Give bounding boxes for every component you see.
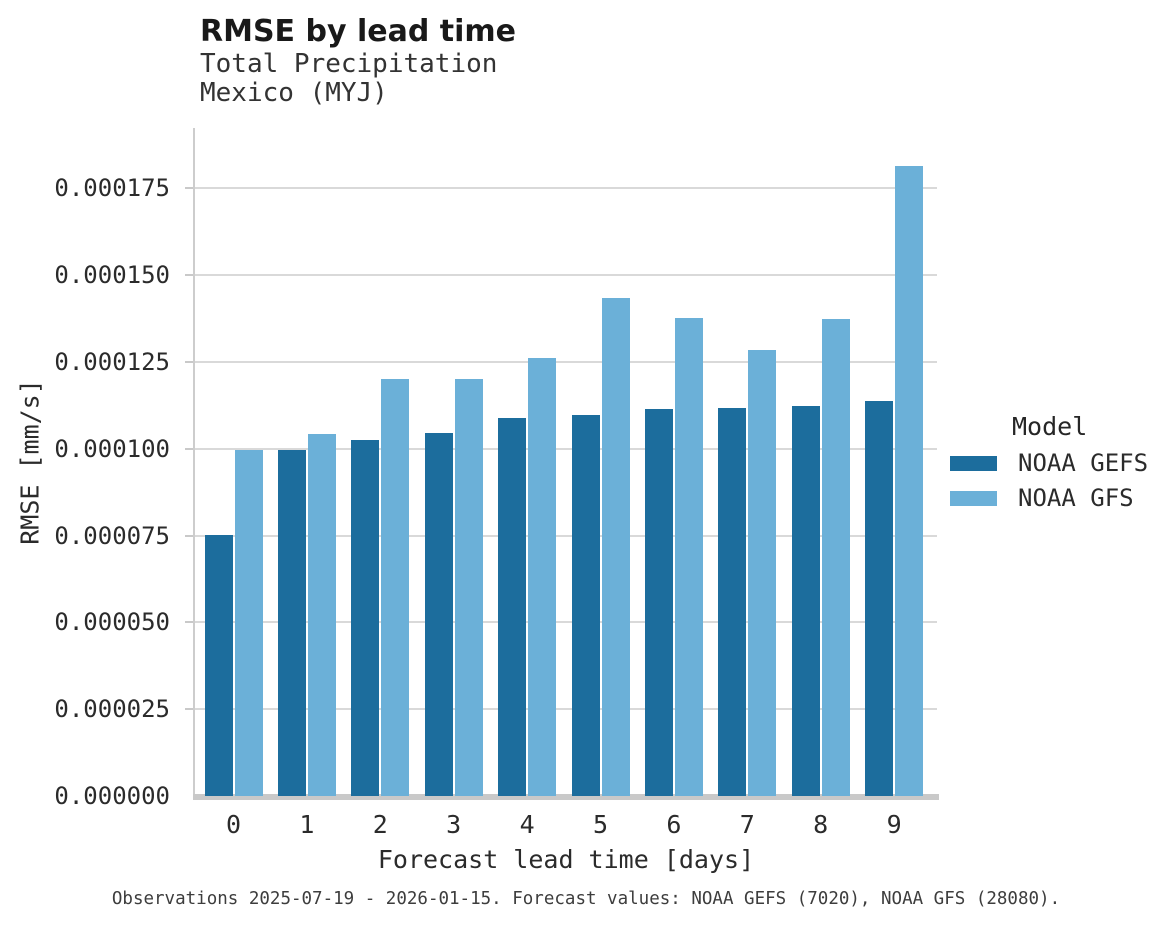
y-tick-label: 0.000175 [54, 174, 170, 203]
y-tick-mark [185, 621, 193, 624]
bar-group-lead-3 [424, 379, 483, 796]
bar-noaa-gfs-lead-9 [895, 165, 924, 796]
subtitle-line-2: Mexico (MYJ) [200, 78, 388, 108]
y-tick-mark [185, 534, 193, 537]
y-tick-label: 0.000025 [54, 695, 170, 724]
gridline [195, 187, 937, 190]
bar-noaa-gfs-lead-1 [307, 433, 336, 796]
gridline [195, 274, 937, 277]
bar-noaa-gefs-lead-9 [865, 400, 894, 796]
y-tick-label: 0.000100 [54, 434, 170, 463]
x-tick-label: 1 [299, 810, 315, 839]
gridline [195, 621, 937, 624]
bar-noaa-gefs-lead-5 [571, 414, 600, 796]
gridline [195, 534, 937, 537]
bar-noaa-gefs-lead-0 [204, 534, 233, 796]
x-axis-label: Forecast lead time [days] [377, 845, 755, 874]
y-tick-label: 0.000000 [54, 782, 170, 810]
x-tick-label: 9 [886, 810, 902, 839]
bar-noaa-gefs-lead-6 [644, 409, 673, 796]
legend-label: NOAA GFS [1018, 484, 1134, 512]
caption: Observations 2025-07-19 - 2026-01-15. Fo… [111, 889, 1061, 909]
x-tick-label: 4 [519, 810, 535, 839]
bar-noaa-gefs-lead-2 [351, 439, 380, 796]
y-tick-mark [185, 708, 193, 711]
y-tick-label: 0.000125 [54, 348, 170, 376]
legend: Model NOAA GEFS NOAA GFS [950, 412, 1172, 512]
bar-group-lead-5 [571, 298, 630, 796]
legend-item-noaa-gefs: NOAA GEFS [950, 449, 1172, 477]
bar-noaa-gefs-lead-4 [498, 417, 527, 796]
bar-group-lead-6 [644, 317, 703, 796]
x-tick-label: 3 [446, 810, 462, 839]
legend-swatch [950, 490, 997, 506]
bar-noaa-gfs-lead-5 [601, 298, 630, 796]
bar-group-lead-2 [351, 379, 410, 796]
legend-items: NOAA GEFS NOAA GFS [950, 449, 1172, 512]
bar-group-lead-0 [204, 449, 263, 796]
bar-noaa-gefs-lead-3 [424, 433, 453, 796]
y-tick-label: 0.000150 [54, 261, 170, 290]
x-tick-label: 7 [739, 810, 755, 839]
y-tick-mark [185, 187, 193, 190]
gridline [195, 361, 937, 363]
y-tick-mark [185, 361, 193, 363]
y-tick-label: 0.000075 [54, 521, 170, 550]
bar-group-lead-1 [277, 433, 336, 796]
bar-noaa-gefs-lead-7 [718, 407, 747, 796]
x-tick-label: 6 [666, 810, 682, 839]
gridline [195, 447, 937, 450]
bar-noaa-gfs-lead-7 [748, 350, 777, 796]
legend-item-noaa-gfs: NOAA GFS [950, 484, 1172, 512]
plot-area [195, 128, 937, 796]
bar-noaa-gefs-lead-1 [277, 449, 306, 796]
bar-group-lead-7 [718, 350, 777, 796]
bar-group-lead-4 [498, 357, 557, 796]
bar-noaa-gfs-lead-8 [821, 319, 850, 796]
chart-subtitle: Total Precipitation Mexico (MYJ) [200, 50, 497, 108]
bar-group-lead-8 [791, 319, 850, 796]
bar-group-lead-9 [865, 165, 924, 796]
bar-noaa-gfs-lead-3 [454, 379, 483, 796]
y-tick-mark [185, 274, 193, 277]
bar-noaa-gefs-lead-8 [791, 406, 820, 796]
x-tick-label: 2 [372, 810, 388, 839]
y-axis-spine [193, 128, 195, 796]
bar-noaa-gfs-lead-4 [528, 357, 557, 796]
subtitle-line-1: Total Precipitation [200, 49, 498, 79]
legend-label: NOAA GEFS [1018, 449, 1149, 477]
x-tick-label: 5 [592, 810, 609, 839]
gridline [195, 708, 937, 711]
x-tick-label: 0 [225, 810, 242, 839]
y-tick-mark [185, 447, 193, 450]
bar-noaa-gfs-lead-2 [381, 379, 410, 796]
legend-swatch [950, 455, 997, 471]
chart-title: RMSE by lead time [200, 14, 516, 49]
bar-noaa-gfs-lead-6 [674, 317, 703, 796]
x-axis-spine [193, 794, 939, 800]
y-tick-label: 0.000050 [54, 608, 170, 637]
bar-noaa-gfs-lead-0 [234, 449, 263, 796]
x-tick-label: 8 [813, 810, 829, 839]
legend-title: Model [1012, 412, 1088, 441]
